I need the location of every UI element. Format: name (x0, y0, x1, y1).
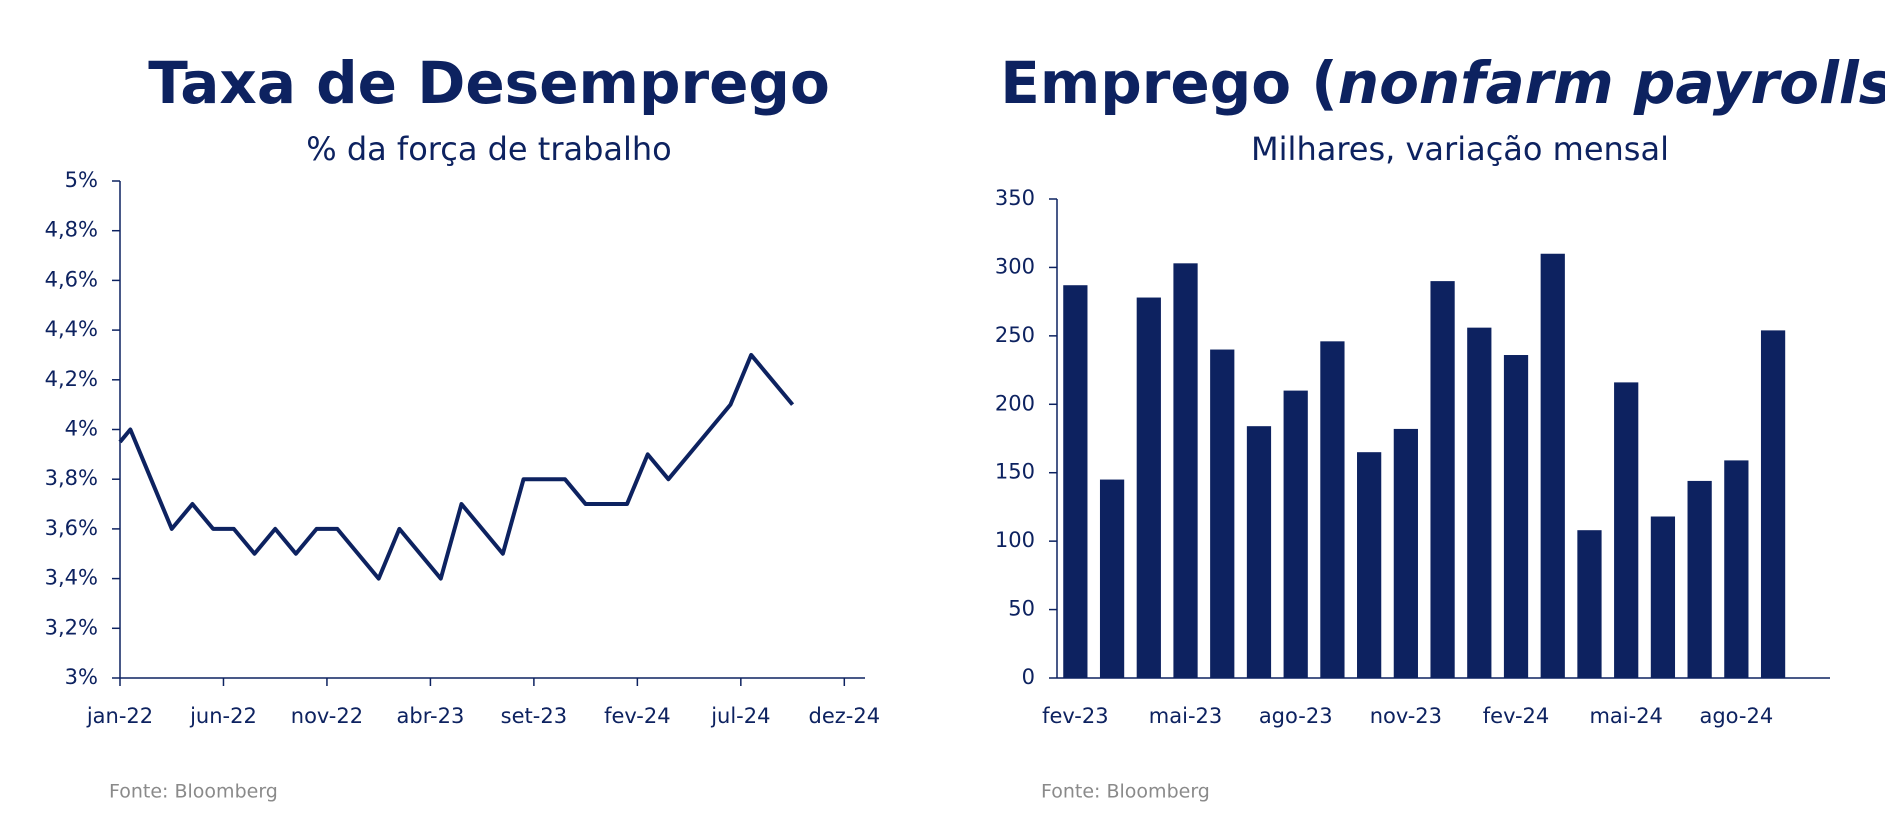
y-tick-label: 4,2% (45, 367, 98, 391)
x-tick-label: jul-24 (710, 704, 770, 728)
bar (1099, 479, 1125, 678)
bar (1357, 452, 1382, 678)
y-tick-label: 200 (995, 391, 1035, 415)
x-tick-label: jun-22 (189, 704, 257, 728)
y-tick-label: 150 (995, 460, 1035, 484)
y-tick-label: 4,8% (45, 218, 98, 242)
y-tick-label: 3% (65, 665, 98, 689)
bar (1210, 349, 1235, 678)
y-tick-label: 5% (65, 168, 98, 192)
x-tick-label: dez-24 (809, 704, 881, 728)
bar (1246, 426, 1272, 678)
bar (1063, 285, 1088, 678)
y-tick-label: 250 (995, 323, 1035, 347)
bar (1283, 390, 1308, 678)
source-note: Fonte: Bloomberg (109, 781, 278, 803)
x-tick-label: fev-23 (1042, 704, 1108, 728)
x-tick-label: nov-23 (1370, 704, 1442, 728)
x-tick-label: nov-22 (291, 704, 363, 728)
chart-subtitle: % da força de trabalho (306, 130, 672, 168)
x-tick-label: jan-22 (86, 704, 153, 728)
bar (1173, 263, 1198, 678)
bar (1724, 460, 1749, 678)
bar (1467, 327, 1492, 678)
bar (1540, 253, 1565, 678)
y-tick-label: 3,8% (45, 466, 98, 490)
chart-title: Taxa de Desemprego (148, 49, 830, 117)
bar (1687, 480, 1712, 678)
bar (1614, 382, 1639, 678)
x-tick-label: fev-24 (1483, 704, 1549, 728)
y-tick-label: 3,2% (45, 615, 98, 639)
source-note: Fonte: Bloomberg (1041, 781, 1210, 803)
y-tick-label: 300 (995, 254, 1035, 278)
y-tick-label: 350 (995, 186, 1035, 210)
x-tick-label: fev-24 (604, 704, 670, 728)
line-series (118, 352, 795, 581)
bar (1650, 516, 1676, 678)
chart-title: Emprego (nonfarm payrolls) (1000, 49, 1885, 117)
y-tick-label: 100 (995, 528, 1035, 552)
bar (1577, 530, 1602, 678)
bar (1503, 355, 1529, 678)
x-tick-label: mai-23 (1149, 704, 1222, 728)
y-tick-label: 50 (1008, 597, 1035, 621)
bar (1320, 341, 1345, 678)
title-part: Emprego ( (1000, 49, 1338, 117)
y-tick-label: 4,4% (45, 317, 98, 341)
x-tick-label: mai-24 (1589, 704, 1662, 728)
bar (1760, 330, 1786, 678)
x-tick-label: set-23 (501, 704, 567, 728)
y-tick-label: 3,4% (45, 566, 98, 590)
y-tick-label: 3,6% (45, 516, 98, 540)
chart-subtitle: Milhares, variação mensal (1251, 130, 1669, 168)
y-tick-label: 4,6% (45, 267, 98, 291)
bar (1430, 281, 1455, 678)
bar (1393, 428, 1418, 678)
title-part: nonfarm payrolls (1338, 49, 1885, 117)
y-tick-label: 0 (1022, 665, 1035, 689)
y-tick-label: 4% (65, 417, 98, 441)
bar (1136, 297, 1161, 678)
x-tick-label: ago-23 (1259, 704, 1333, 728)
x-tick-label: ago-24 (1699, 704, 1773, 728)
x-tick-label: abr-23 (397, 704, 465, 728)
